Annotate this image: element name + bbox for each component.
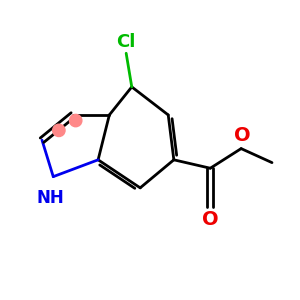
Text: O: O	[234, 126, 251, 145]
Circle shape	[70, 114, 82, 127]
Text: NH: NH	[37, 189, 64, 207]
Text: O: O	[202, 210, 219, 229]
Text: Cl: Cl	[116, 33, 136, 51]
Circle shape	[53, 124, 65, 136]
